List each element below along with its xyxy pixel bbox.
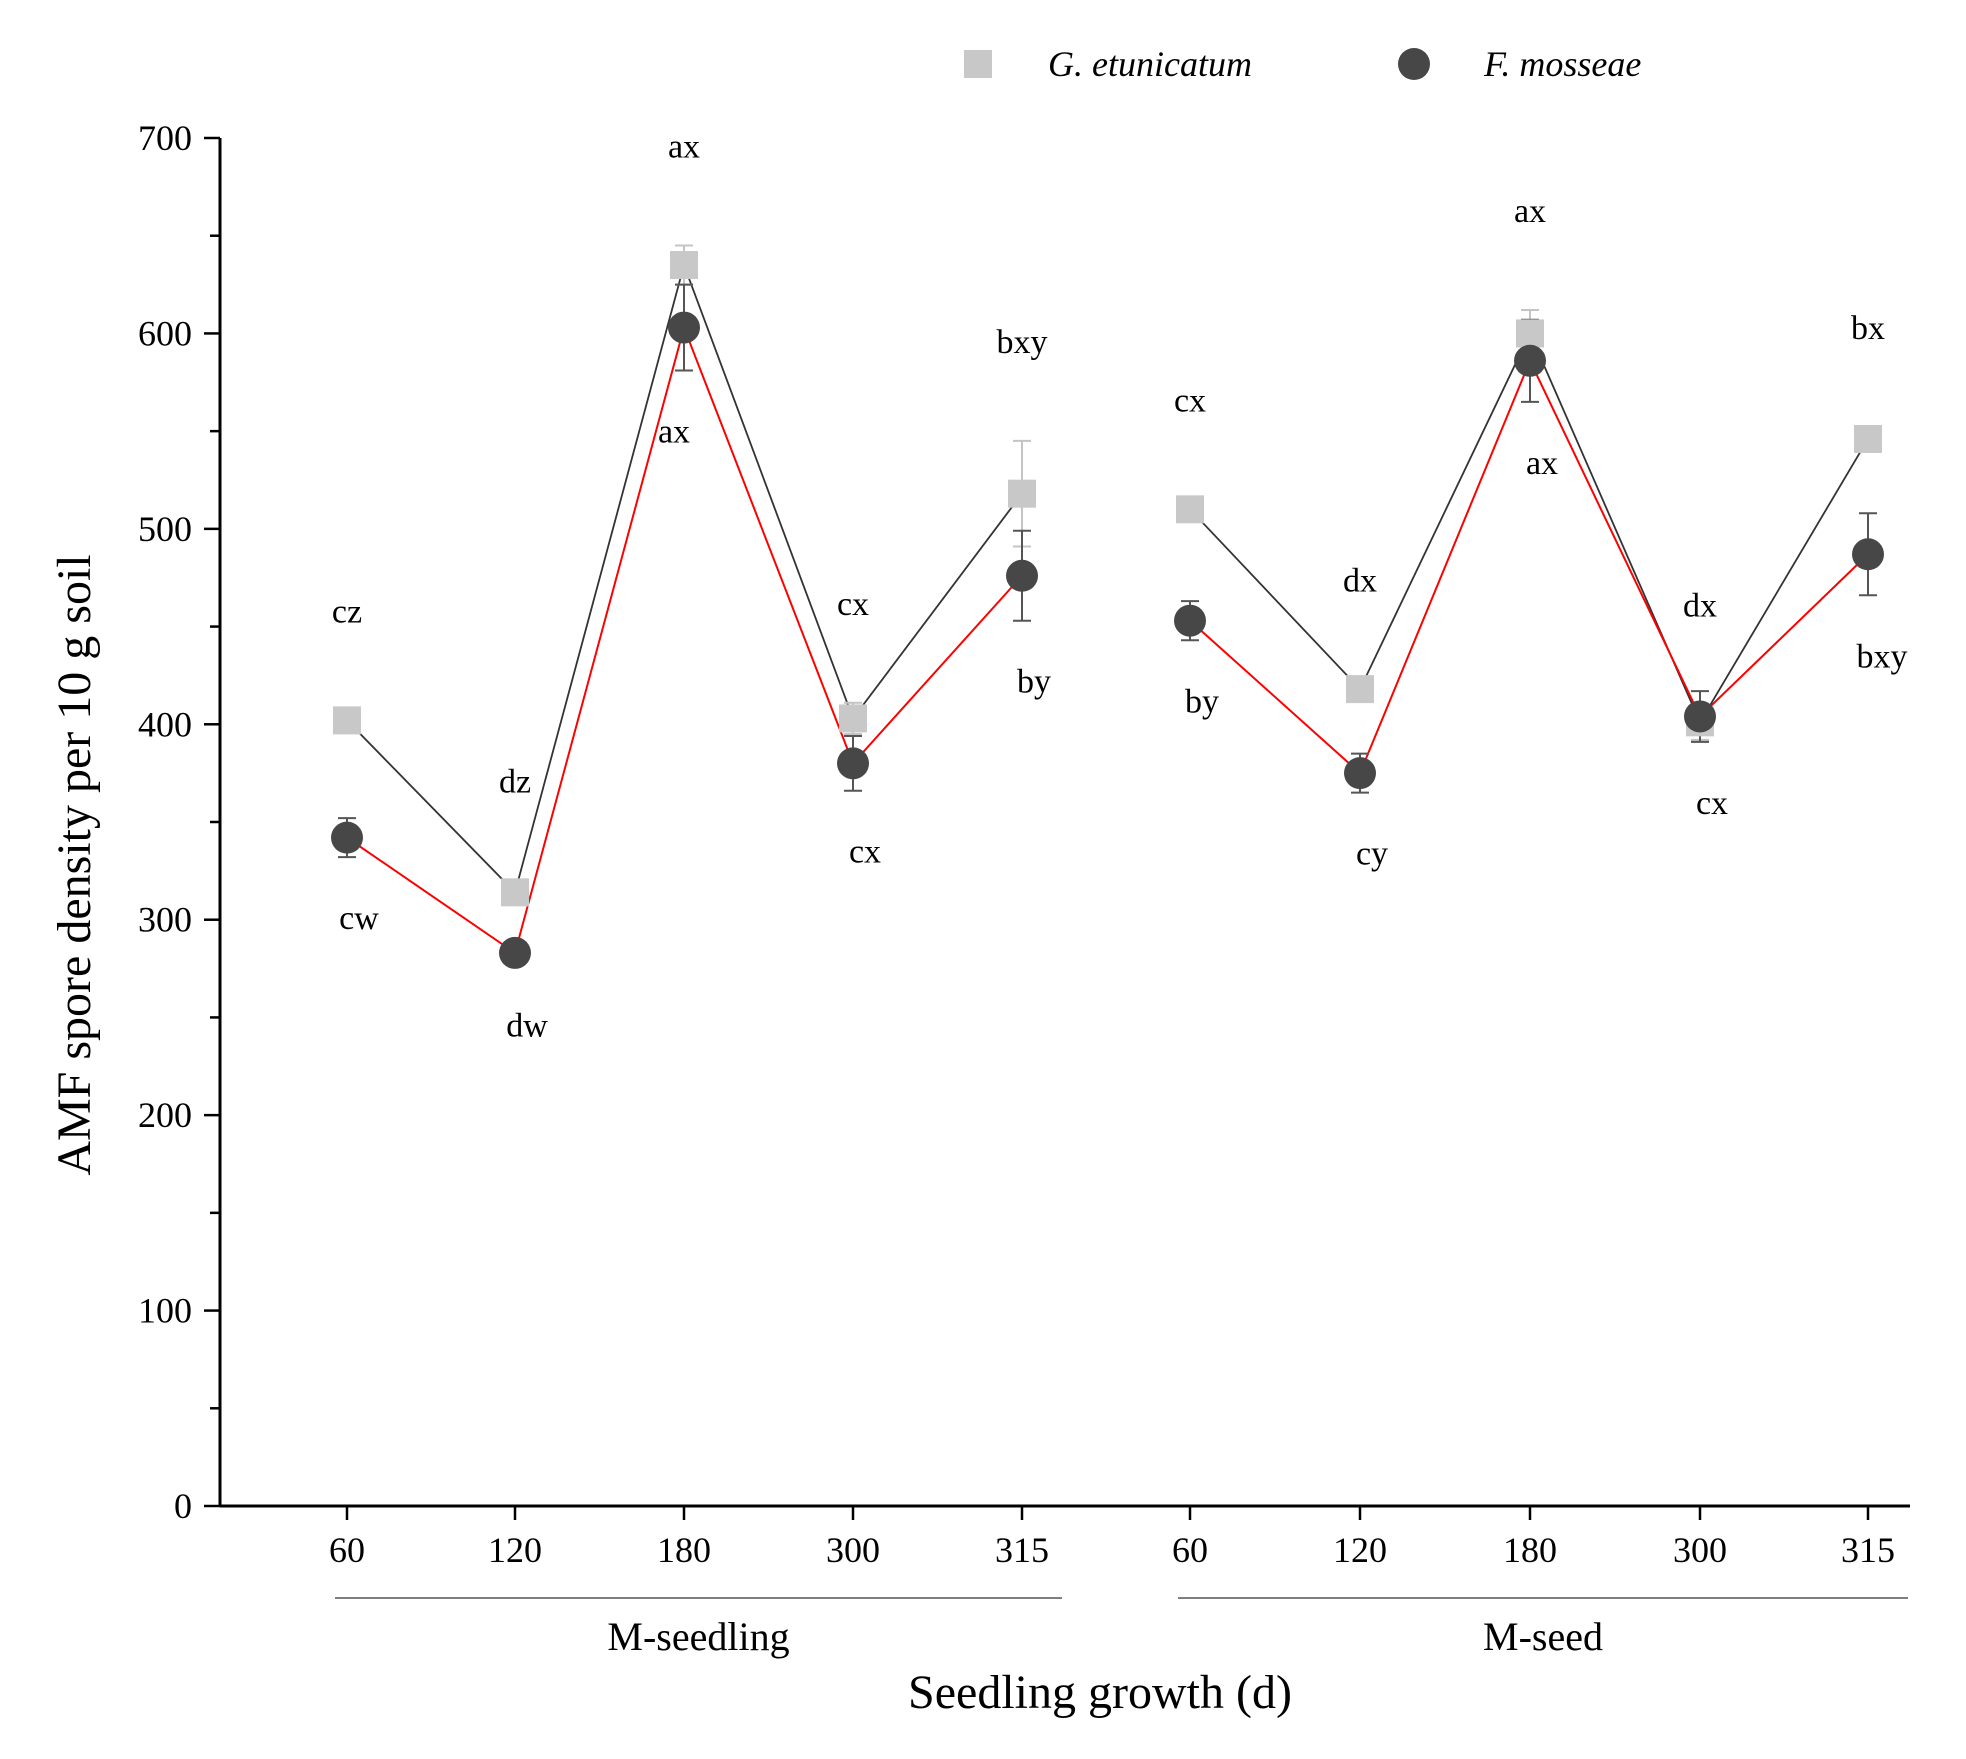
x-tick-label: 120 (488, 1530, 542, 1570)
square-marker (839, 704, 867, 733)
sig-label-g-etunicatum: dx (1683, 588, 1717, 625)
sig-label-f-mosseae: ax (1526, 445, 1558, 482)
sig-label-g-etunicatum: ax (668, 128, 700, 165)
data-markers (331, 251, 1884, 969)
circle-marker (331, 821, 363, 854)
y-tick-label: 600 (138, 313, 192, 353)
y-tick-label: 400 (138, 704, 192, 744)
circle-marker (837, 747, 869, 780)
circle-marker (1344, 757, 1376, 790)
axes: 0 100 200 300 400 500 600 700 60 120 180 300 315 60 12… (138, 118, 1910, 1659)
significance-labels: cz dz ax cx bxy cx dx ax dx bx cw dw ax cx by by cy ax cx b… (332, 128, 1908, 1044)
x-axis-title: Seedling growth (d) (908, 1666, 1292, 1719)
series-line (1189, 358, 1869, 775)
circle-marker (1006, 559, 1038, 592)
sig-label-f-mosseae: cw (339, 900, 379, 937)
sig-label-g-etunicatum: bxy (997, 324, 1048, 361)
y-tick-label: 300 (138, 900, 192, 940)
x-tick-label: 315 (1841, 1530, 1895, 1570)
x-tick-label: 60 (1172, 1530, 1208, 1570)
x-tick-label: 300 (826, 1530, 880, 1570)
circle-marker (668, 311, 700, 344)
legend-square-marker (964, 50, 992, 78)
square-marker (1346, 675, 1374, 704)
square-marker (670, 251, 698, 280)
sig-label-g-etunicatum: cx (1174, 383, 1206, 420)
legend-entry: G. etunicatum (1048, 44, 1252, 84)
square-marker (1854, 424, 1882, 453)
sig-label-g-etunicatum: cz (332, 594, 362, 631)
circle-marker (1852, 538, 1884, 571)
sig-label-f-mosseae: cy (1356, 836, 1388, 873)
group-label: M-seed (1483, 1614, 1603, 1659)
sig-label-g-etunicatum: bx (1851, 310, 1885, 347)
square-marker (1008, 479, 1036, 508)
circle-marker (1174, 604, 1206, 637)
x-tick-label: 120 (1333, 1530, 1387, 1570)
x-tick-label: 300 (1673, 1530, 1727, 1570)
sig-label-f-mosseae: bxy (1857, 638, 1908, 675)
x-tick-label: 180 (657, 1530, 711, 1570)
sig-label-f-mosseae: by (1185, 683, 1219, 720)
square-marker (1516, 319, 1544, 348)
sig-label-g-etunicatum: dz (499, 764, 531, 801)
sig-label-f-mosseae: by (1017, 664, 1051, 701)
square-marker (1176, 495, 1204, 524)
square-marker (501, 878, 529, 907)
sig-label-g-etunicatum: cx (837, 586, 869, 623)
x-tick-label: 315 (995, 1530, 1049, 1570)
y-tick-label: 200 (138, 1095, 192, 1135)
legend: G. etunicatum F. mosseae (964, 44, 1641, 84)
y-tick-label: 100 (138, 1291, 192, 1331)
circle-marker (499, 936, 531, 969)
circle-marker (1514, 344, 1546, 377)
sig-label-f-mosseae: ax (658, 414, 690, 451)
sig-label-f-mosseae: dw (506, 1008, 548, 1045)
y-tick-label: 500 (138, 509, 192, 549)
x-tick-label: 180 (1503, 1530, 1557, 1570)
y-tick-label: 0 (174, 1486, 192, 1526)
x-tick-label: 60 (329, 1530, 365, 1570)
sig-label-f-mosseae: cx (849, 834, 881, 871)
y-tick-label: 700 (138, 118, 192, 158)
series-lines (346, 262, 1869, 955)
legend-circle-marker (1398, 48, 1430, 80)
sig-label-g-etunicatum: dx (1343, 562, 1377, 599)
legend-entry: F. mosseae (1483, 44, 1641, 84)
group-label: M-seedling (607, 1614, 789, 1659)
square-marker (333, 706, 361, 735)
sig-label-g-etunicatum: ax (1514, 193, 1546, 230)
sig-label-f-mosseae: cx (1696, 785, 1728, 822)
circle-marker (1684, 700, 1716, 733)
y-axis-title: AMF spore density per 10 g soil (48, 554, 101, 1175)
